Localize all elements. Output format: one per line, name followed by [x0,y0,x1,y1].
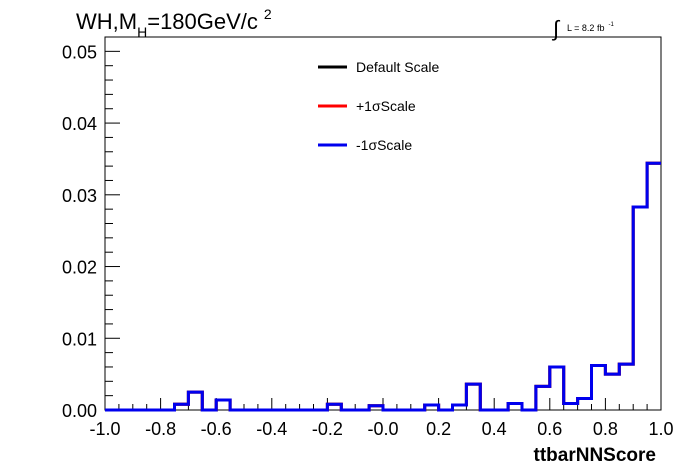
y-tick-label: 0.02 [62,258,97,278]
lumi-integral-symbol: ∫ [551,16,561,41]
x-tick-label: 0.6 [537,419,562,439]
y-tick-label: 0.05 [62,42,97,62]
y-tick-label: 0.03 [62,186,97,206]
x-axis-title: ttbarNNScore [534,445,656,466]
x-tick-label: 1.0 [648,419,673,439]
y-axis: 0.00 0.01 0.02 0.03 0.04 0.05 [62,36,120,421]
chart-title: WH,MH=180GeV/c 2 [76,6,272,40]
title-subscript: H [137,24,147,40]
series-minus-1sigma [105,161,661,412]
x-tick-label: -1.0 [89,419,120,439]
x-tick-label: 0.2 [426,419,451,439]
x-tick-label: -0.0 [367,419,398,439]
lumi-text: L = 8.2 fb -1 [567,22,614,33]
y-tick-label: 0.04 [62,114,97,134]
x-tick-label: -0.2 [312,419,343,439]
legend: Default Scale +1σScale -1σScale [318,59,439,153]
series-plus-1sigma [105,161,661,412]
lumi-superscript: -1 [608,22,614,28]
title-superscript: 2 [264,6,272,22]
title-main: WH,M [76,9,137,34]
y-tick-label: 0.00 [62,401,97,421]
series-default-scale [105,161,661,412]
x-axis: -1.0 -0.8 -0.6 -0.4 -0.2 -0.0 0.2 0.4 0.6 0.8 1.0 [89,398,674,439]
y-tick-label: 0.01 [62,329,97,349]
x-tick-label: -0.6 [201,419,232,439]
lumi-value: L = 8.2 fb [567,23,604,33]
title-rest: =180GeV/c [147,9,258,34]
legend-label-plus-1sigma: +1σScale [356,98,416,114]
legend-label-minus-1sigma: -1σScale [356,137,412,153]
x-tick-label: 0.8 [593,419,618,439]
x-tick-label: 0.4 [482,419,507,439]
plot-frame [104,36,662,411]
legend-label-default-scale: Default Scale [356,59,439,75]
x-tick-label: -0.4 [256,419,287,439]
series-layer [105,161,661,412]
x-tick-label: -0.8 [145,419,176,439]
